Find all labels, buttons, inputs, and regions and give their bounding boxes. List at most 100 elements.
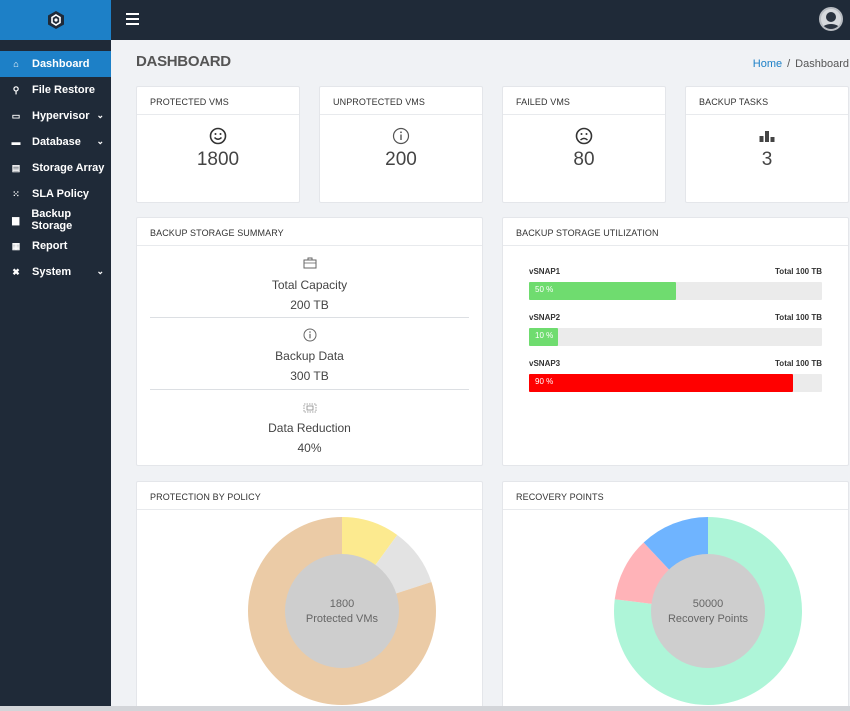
sidebar-item-label: SLA Policy [32,188,90,200]
tools-icon: ✖ [12,266,20,277]
bar-chart-icon [759,131,775,142]
summary-row-backup-data: Backup Data 300 TB [150,328,469,383]
briefcase-icon: ▆ [12,214,20,225]
stat-value: 80 [573,149,595,170]
progress-label: 10 % [535,331,554,340]
breadcrumb: Home / Dashboard [753,58,849,70]
progress-fill: 50 % [529,282,676,300]
sidebar-item-sla-policy[interactable]: ⁙ SLA Policy [0,181,111,207]
card-title: BACKUP STORAGE SUMMARY [137,218,482,246]
stat-value: 3 [761,149,773,170]
progress-fill: 90 % [529,374,793,392]
sidebar-item-label: Storage Array [32,162,105,174]
chevron-down-icon: ⌄ [96,136,104,146]
chevron-down-icon: ⌄ [96,266,104,276]
sidebar-item-backup-storage[interactable]: ▆ Backup Storage [0,207,111,233]
utilization-row-vsnap3: vSNAP3 Total 100 TB 90 % [529,359,822,392]
sidebar-item-label: Hypervisor [32,110,90,122]
donut-center-label: Recovery Points [668,613,749,625]
page-bottom-border [0,706,850,711]
policy-donut-chart: 1800 Protected VMs [248,517,436,705]
progress-fill: 10 % [529,328,559,346]
stat-card-title: PROTECTED VMS [137,87,299,115]
sidebar-item-hypervisor[interactable]: ▭ Hypervisor ⌄ [0,103,111,129]
sidebar-item-label: File Restore [32,84,95,96]
donut-center-value: 1800 [330,598,354,610]
page-title: DASHBOARD [136,53,231,70]
home-icon: ⌂ [13,59,19,69]
summary-row-total-capacity: Total Capacity 200 TB [150,256,469,312]
sidebar-menu: ⌂ Dashboard ⚲ File Restore ▭ Hypervisor ⌄ ▬ Data… [0,51,111,285]
sidebar-item-label: Backup Storage [31,208,73,232]
summary-row-data-reduction: Data Reduction 40% [150,401,469,455]
menu-toggle-icon[interactable] [126,13,139,25]
stat-card-unprotected-vms: UNPROTECTED VMS 200 [319,86,483,203]
utilization-name: vSNAP2 [529,313,561,322]
briefcase-icon [303,257,316,269]
summary-value: 200 TB [290,298,329,312]
protection-by-policy-card: PROTECTION BY POLICY 1800 Protected VMs [136,481,483,711]
chevron-down-icon: ⌄ [96,110,104,120]
utilization-total: Total 100 TB [775,267,822,276]
utilization-name: vSNAP3 [529,359,561,368]
summary-label: Data Reduction [268,421,351,435]
sidebar: ⌂ Dashboard ⚲ File Restore ▭ Hypervisor ⌄ ▬ Data… [0,0,111,711]
summary-label: Total Capacity [271,278,348,292]
stat-value: 1800 [196,149,240,170]
user-avatar[interactable] [819,7,843,31]
progress-label: 50 % [535,285,554,294]
policy-icon: ⁙ [12,188,20,199]
sidebar-item-label: System [32,266,72,278]
search-icon: ⚲ [12,84,20,95]
stat-card-title: BACKUP TASKS [686,87,848,115]
progress-track: 10 % [529,328,822,346]
utilization-total: Total 100 TB [775,313,822,322]
progress-label: 90 % [535,377,554,386]
info-icon [392,127,410,145]
utilization-total: Total 100 TB [775,359,822,368]
sidebar-item-system[interactable]: ✖ System ⌄ [0,259,111,285]
card-title: PROTECTION BY POLICY [137,482,482,510]
stat-card-title: FAILED VMS [503,87,665,115]
sidebar-item-label: Report [32,240,68,252]
sidebar-item-file-restore[interactable]: ⚲ File Restore [0,77,111,103]
user-icon [821,12,841,29]
backup-storage-utilization-card: BACKUP STORAGE UTILIZATION vSNAP1 Total … [502,217,849,466]
report-icon: ▦ [11,240,21,251]
smile-icon [209,127,227,145]
sidebar-item-label: Database [32,136,81,148]
card-title: BACKUP STORAGE UTILIZATION [503,218,848,246]
sidebar-item-storage-array[interactable]: ▤ Storage Array [0,155,111,181]
breadcrumb-home-link[interactable]: Home [752,58,783,70]
recovery-donut-chart: 50000 Recovery Points [614,517,802,705]
donut-center [285,554,399,668]
donut-center-label: Protected VMs [306,613,379,625]
summary-value: 40% [297,441,322,455]
divider [150,317,469,318]
breadcrumb-current: Dashboard [795,58,849,70]
sidebar-item-database[interactable]: ▬ Database ⌄ [0,129,111,155]
info-icon [303,328,316,342]
donut-center-value: 50000 [693,598,724,610]
progress-track: 50 % [529,282,822,300]
logo-icon [47,11,64,29]
card-title: RECOVERY POINTS [503,482,848,510]
hdd-icon: ▤ [11,162,21,173]
stat-card-failed-vms: FAILED VMS 80 [502,86,666,203]
sidebar-item-dashboard[interactable]: ⌂ Dashboard [0,51,111,77]
sidebar-item-label: Dashboard [32,58,90,70]
stat-value: 200 [385,149,417,170]
app-logo[interactable] [0,0,111,40]
monitor-icon: ▭ [11,110,21,121]
utilization-row-vsnap1: vSNAP1 Total 100 TB 50 % [529,267,822,300]
sidebar-item-report[interactable]: ▦ Report [0,233,111,259]
progress-track: 90 % [529,374,822,392]
topbar [111,0,850,40]
stat-card-backup-tasks: BACKUP TASKS 3 [685,86,849,203]
backup-storage-summary-card: BACKUP STORAGE SUMMARY Total Capacity 20… [136,217,483,466]
utilization-row-vsnap2: vSNAP2 Total 100 TB 10 % [529,313,822,346]
stat-card-title: UNPROTECTED VMS [320,87,482,115]
frown-icon [575,127,593,145]
stat-card-protected-vms: PROTECTED VMS 1800 [136,86,300,203]
divider [150,389,469,390]
